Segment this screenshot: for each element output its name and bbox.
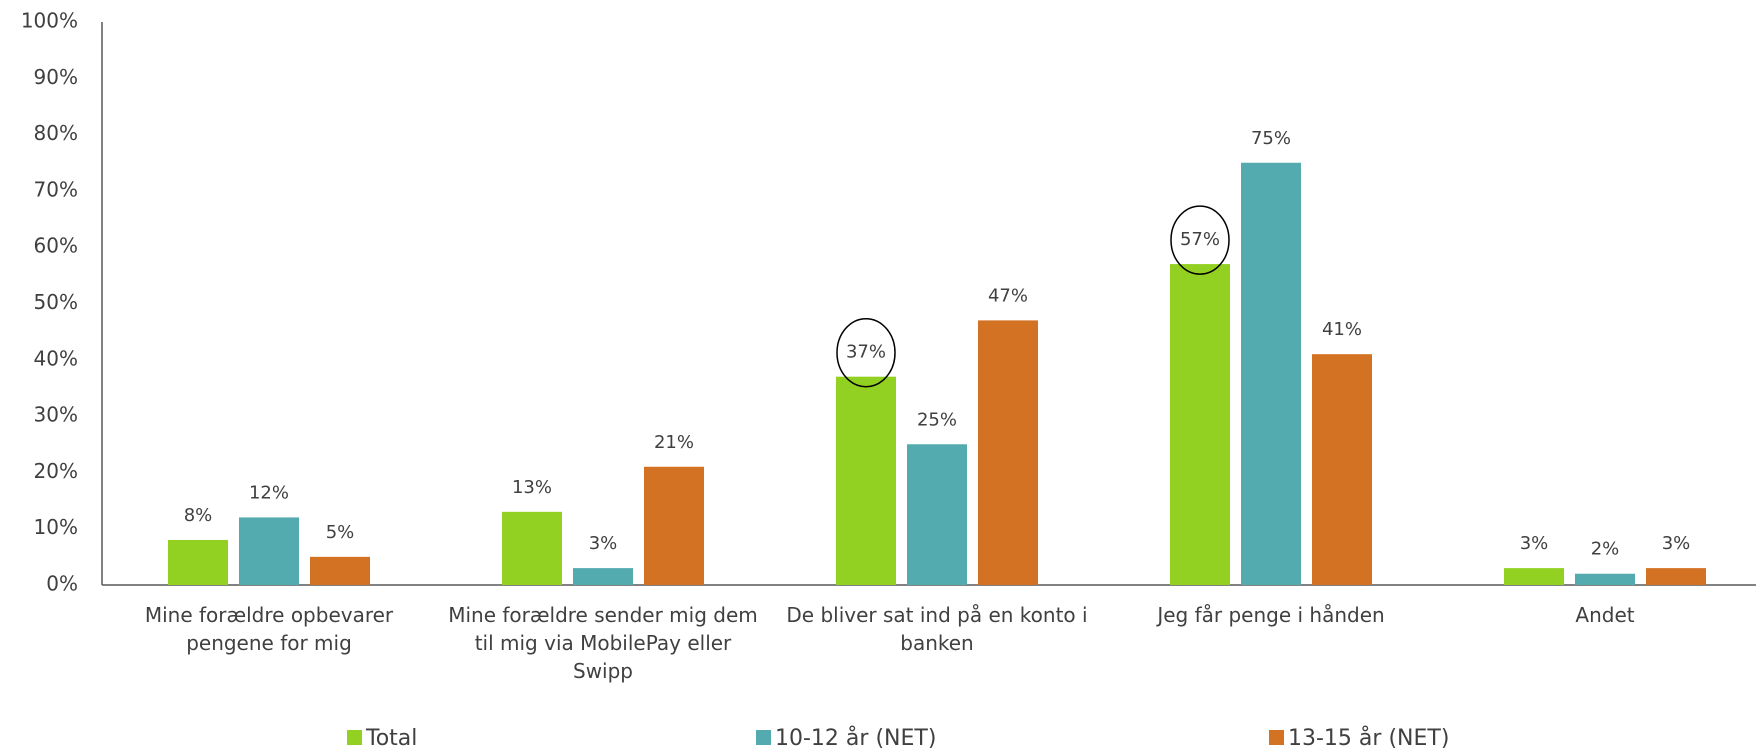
data-label: 5% bbox=[326, 522, 355, 543]
y-tick-label: 40% bbox=[34, 346, 78, 370]
data-label: 21% bbox=[654, 432, 694, 453]
bar bbox=[168, 539, 228, 585]
y-tick-label: 90% bbox=[34, 65, 78, 89]
y-tick-label: 50% bbox=[34, 290, 78, 314]
bar bbox=[1646, 568, 1706, 585]
data-label: 57% bbox=[1180, 229, 1220, 250]
bar bbox=[907, 444, 967, 585]
data-label: 13% bbox=[512, 477, 552, 498]
y-tick-label: 0% bbox=[46, 572, 78, 596]
bar bbox=[1312, 354, 1372, 585]
data-label: 41% bbox=[1322, 319, 1362, 340]
data-label: 3% bbox=[589, 533, 618, 554]
y-tick-label: 30% bbox=[34, 403, 78, 427]
y-tick-label: 60% bbox=[34, 234, 78, 258]
bar bbox=[1241, 162, 1301, 585]
x-tick-label: Mine forældre opbevarer pengene for mig bbox=[144, 603, 394, 655]
bar bbox=[239, 517, 299, 585]
bar bbox=[644, 466, 704, 585]
data-label: 12% bbox=[249, 482, 289, 503]
y-tick-label: 70% bbox=[34, 177, 78, 201]
y-tick-label: 10% bbox=[34, 515, 78, 539]
data-label: 8% bbox=[184, 505, 213, 526]
y-tick-label: 100% bbox=[21, 9, 78, 33]
legend-label: 13-15 år (NET) bbox=[1288, 725, 1449, 751]
data-label: 2% bbox=[1591, 539, 1620, 560]
legend-label: Total bbox=[365, 726, 417, 751]
x-tick-label: Jeg får penge i hånden bbox=[1157, 603, 1385, 627]
bar bbox=[1504, 568, 1564, 585]
highlight-circle bbox=[836, 317, 896, 388]
bar bbox=[836, 376, 896, 585]
highlight-circle bbox=[1170, 205, 1230, 275]
x-tick-label: Andet bbox=[1575, 603, 1635, 627]
y-tick-label: 80% bbox=[34, 121, 78, 145]
data-label: 25% bbox=[917, 409, 957, 430]
bar bbox=[1170, 264, 1230, 585]
data-label: 75% bbox=[1251, 128, 1291, 149]
legend-swatch bbox=[347, 730, 362, 745]
data-label: 47% bbox=[988, 285, 1028, 306]
data-label: 3% bbox=[1662, 533, 1691, 554]
x-tick-label: De bliver sat ind på en konto i banken bbox=[786, 603, 1088, 655]
bar bbox=[978, 320, 1038, 585]
legend-swatch bbox=[1269, 730, 1284, 745]
data-label: 37% bbox=[846, 342, 886, 363]
bar bbox=[573, 568, 633, 585]
y-tick-label: 20% bbox=[34, 459, 78, 483]
bar bbox=[1575, 573, 1635, 585]
bar bbox=[310, 556, 370, 585]
data-label: 3% bbox=[1520, 533, 1549, 554]
bar bbox=[502, 511, 562, 585]
legend-swatch bbox=[756, 730, 771, 745]
legend-label: 10-12 år (NET) bbox=[775, 725, 936, 751]
x-tick-label: Mine forældre sender mig dem til mig via… bbox=[448, 603, 758, 683]
